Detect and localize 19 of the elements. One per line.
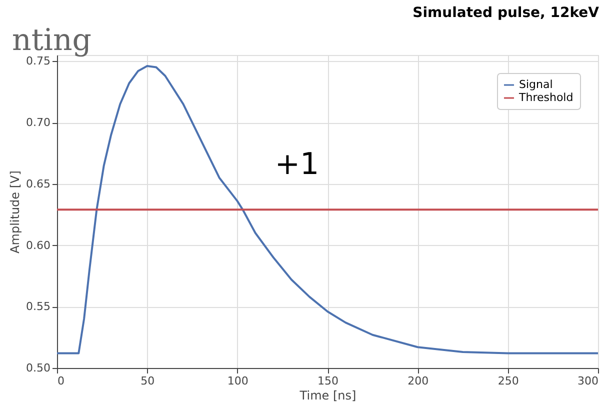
line-series (56, 65, 599, 354)
y-tick-label: 0.60 (26, 238, 50, 252)
x-tick-label: 150 (318, 374, 338, 388)
y-tick-label: 0.70 (26, 116, 50, 130)
y-tick-label: 0.55 (26, 300, 50, 314)
legend-label: Threshold (518, 91, 574, 104)
y-tick-label: 0.65 (26, 177, 50, 190)
x-tick-label: 200 (408, 374, 429, 388)
chart-title: Simulated pulse, 12keV (412, 5, 600, 21)
x-tick-label: 100 (227, 374, 248, 388)
annotation: +1 (274, 147, 320, 182)
x-tick-label: 0 (58, 374, 64, 388)
legend-label: Signal (519, 78, 553, 91)
y-tick-label: 0.50 (26, 362, 50, 374)
y-axis-title: Amplitude [V] (8, 170, 22, 254)
x-tick-label: 50 (140, 374, 155, 388)
x-tick-label: 250 (498, 374, 519, 388)
x-axis-title: Time [ns] (298, 388, 356, 402)
x-tick-label: 300 (578, 374, 598, 388)
